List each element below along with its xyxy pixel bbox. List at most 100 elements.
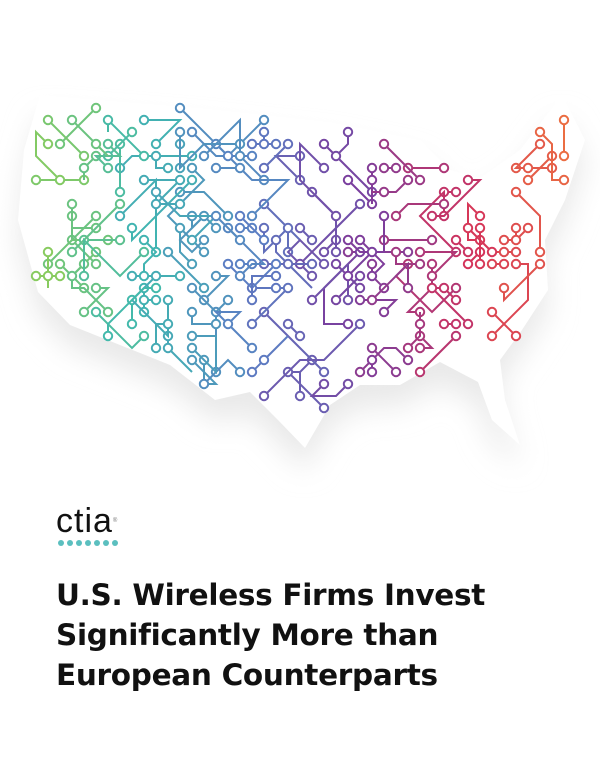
circuit-node (510, 234, 522, 246)
circuit-trace (359, 239, 386, 277)
circuit-node (246, 342, 258, 354)
circuit-node (246, 366, 258, 378)
circuit-node (426, 210, 438, 222)
circuit-node (366, 258, 378, 270)
circuit-node (246, 294, 258, 306)
circuit-trace (371, 347, 397, 373)
circuit-node (342, 270, 354, 282)
circuit-node (414, 174, 426, 186)
circuit-node (54, 138, 66, 150)
circuit-trace (383, 143, 421, 181)
circuit-trace (179, 132, 240, 171)
circuit-node (162, 246, 174, 258)
circuit-node (174, 126, 186, 138)
circuit-node (498, 234, 510, 246)
circuit-trace (420, 251, 459, 277)
circuit-trace (299, 203, 361, 265)
circuit-node (306, 258, 318, 270)
circuit-node (138, 234, 150, 246)
circuit-node (162, 294, 174, 306)
circuit-node (450, 282, 462, 294)
circuit-node (114, 234, 126, 246)
circuit-trace (35, 129, 61, 181)
circuit-node (102, 114, 114, 126)
circuit-node (462, 222, 474, 234)
circuit-node (450, 186, 462, 198)
circuit-node (198, 234, 210, 246)
circuit-node (186, 306, 198, 318)
circuit-node (42, 246, 54, 258)
circuit-node (54, 258, 66, 270)
circuit-node (138, 174, 150, 186)
circuit-node (414, 342, 426, 354)
circuit-node (402, 342, 414, 354)
circuit-node (390, 162, 402, 174)
circuit-trace (215, 215, 241, 241)
circuit-trace (515, 191, 541, 252)
circuit-trace (239, 215, 265, 241)
circuit-trace (335, 275, 361, 301)
circuit-trace (71, 204, 96, 229)
circuit-node (402, 174, 414, 186)
circuit-node (318, 138, 330, 150)
circuit-node (534, 138, 546, 150)
circuit-node (150, 342, 162, 354)
circuit-node (270, 270, 282, 282)
circuit-trace (143, 239, 158, 276)
circuit-node (90, 258, 102, 270)
circuit-node (234, 234, 246, 246)
circuit-trace (347, 251, 373, 277)
circuit-node (294, 330, 306, 342)
circuit-node (246, 138, 258, 150)
circuit-trace (203, 117, 241, 157)
circuit-node (390, 366, 402, 378)
circuit-node (558, 150, 570, 162)
circuit-node (42, 114, 54, 126)
circuit-node (306, 234, 318, 246)
circuit-node (54, 270, 66, 282)
circuit-node (402, 282, 414, 294)
circuit-node (330, 150, 342, 162)
circuit-trace (179, 228, 193, 265)
circuit-node (186, 354, 198, 366)
circuit-node (234, 222, 246, 234)
circuit-trace (107, 131, 133, 157)
circuit-node (282, 318, 294, 330)
circuit-node (414, 246, 426, 258)
circuit-node (486, 330, 498, 342)
circuit-trace (119, 177, 193, 219)
circuit-node (42, 138, 54, 150)
circuit-node (78, 270, 90, 282)
circuit-trace (203, 358, 241, 385)
circuit-node (342, 246, 354, 258)
circuit-node (42, 270, 54, 282)
circuit-node (522, 162, 534, 174)
circuit-node (510, 330, 522, 342)
ctia-logo: ctia® (56, 504, 136, 550)
circuit-node (498, 246, 510, 258)
circuit-node (126, 318, 138, 330)
circuit-node (30, 270, 42, 282)
circuit-node (342, 294, 354, 306)
circuit-node (510, 186, 522, 198)
circuit-trace (432, 287, 457, 301)
circuit-node (126, 222, 138, 234)
circuit-trace (285, 371, 325, 409)
circuit-node (198, 150, 210, 162)
circuit-node (270, 282, 282, 294)
logo-text: ctia (56, 502, 113, 540)
circuit-node (354, 318, 366, 330)
circuit-node (162, 162, 174, 174)
circuit-node (366, 342, 378, 354)
circuit-node (414, 366, 426, 378)
circuit-node (186, 258, 198, 270)
circuit-node (522, 174, 534, 186)
circuit-node (138, 294, 150, 306)
circuit-node (474, 222, 486, 234)
circuit-node (150, 282, 162, 294)
circuit-node (90, 138, 102, 150)
circuit-node (522, 222, 534, 234)
circuit-trace (178, 215, 205, 254)
us-circuit-map (18, 95, 585, 470)
circuit-trace (539, 131, 564, 181)
